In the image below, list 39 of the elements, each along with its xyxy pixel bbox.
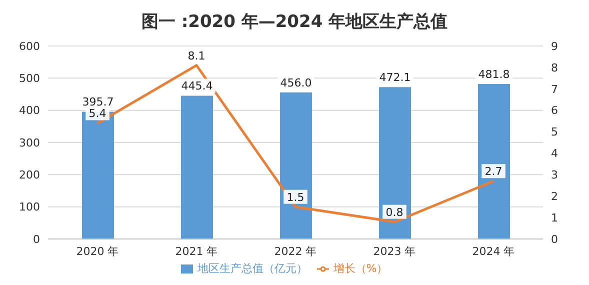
y2-tick-label: 2 xyxy=(551,190,558,204)
bar xyxy=(379,87,411,239)
data-label: 5.4 xyxy=(88,107,106,120)
data-label: 0.8 xyxy=(386,206,404,219)
y2-tick-label: 0 xyxy=(551,232,558,246)
x-tick-label: 2024 年 xyxy=(472,244,515,258)
legend-label: 地区生产总值（亿元） xyxy=(197,262,308,275)
legend-label: 增长（%） xyxy=(333,262,388,275)
data-label: 1.5 xyxy=(286,190,304,204)
y-tick-label: 0 xyxy=(33,232,40,246)
bar xyxy=(181,96,213,239)
bar xyxy=(478,84,510,239)
x-tick-label: 2022 年 xyxy=(274,244,317,258)
y-tick-label: 200 xyxy=(19,168,40,182)
data-label: 481.8 xyxy=(478,68,510,82)
y-tick-label: 300 xyxy=(19,136,40,150)
y2-tick-label: 1 xyxy=(551,211,558,224)
x-tick-label: 2021 年 xyxy=(175,244,218,258)
y-tick-label: 500 xyxy=(19,72,40,86)
y-tick-label: 400 xyxy=(19,104,40,118)
data-label: 2.7 xyxy=(484,165,502,178)
bar xyxy=(280,92,312,239)
y-tick-label: 100 xyxy=(19,200,40,214)
data-label: 395.7 xyxy=(82,96,114,109)
y2-tick-label: 6 xyxy=(551,104,558,118)
y-tick-label: 600 xyxy=(19,40,40,53)
y2-tick-label: 7 xyxy=(551,82,558,96)
data-label: 445.4 xyxy=(181,80,213,93)
y2-tick-label: 4 xyxy=(551,147,558,160)
x-tick-label: 2020 年 xyxy=(76,244,119,258)
y2-tick-label: 8 xyxy=(551,61,558,74)
chart-title: 图一 :2020 年—2024 年地区生产总值 xyxy=(140,11,449,34)
y2-tick-label: 3 xyxy=(551,168,558,182)
x-tick-label: 2023 年 xyxy=(373,244,416,258)
data-label: 472.1 xyxy=(379,71,411,84)
data-label: 8.1 xyxy=(188,49,206,62)
y2-tick-label: 5 xyxy=(551,126,558,139)
data-label: 456.0 xyxy=(280,76,312,90)
y2-tick-label: 9 xyxy=(551,40,558,53)
